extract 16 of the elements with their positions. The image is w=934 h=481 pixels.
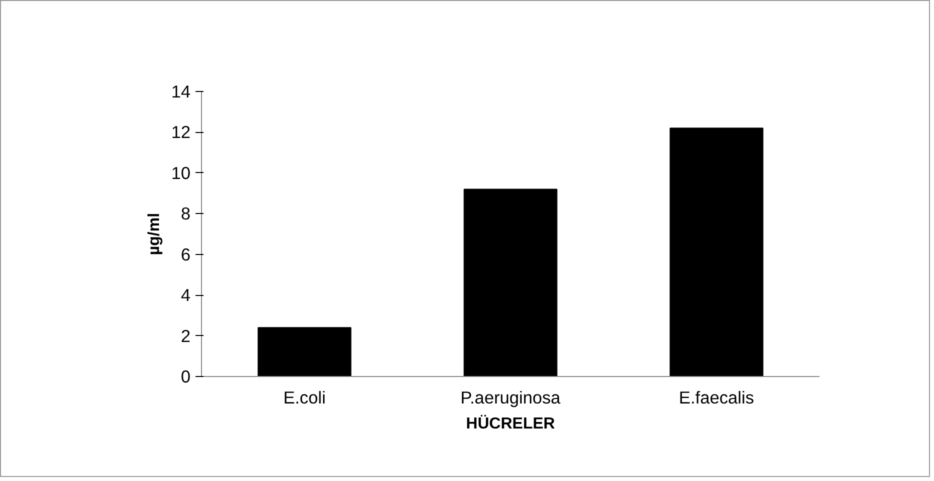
- x-tick-label: E.faecalis: [678, 388, 754, 408]
- y-tick-label: 0: [180, 366, 191, 386]
- y-tick-label: 8: [180, 204, 191, 224]
- bar: [258, 327, 352, 376]
- bar: [670, 128, 764, 376]
- y-tick-label: 10: [171, 162, 191, 183]
- x-tick-label: P.aeruginosa: [460, 388, 561, 408]
- bar: [464, 188, 558, 376]
- x-tick-label: E.coli: [283, 388, 326, 408]
- y-tick-label: 4: [180, 285, 191, 306]
- x-axis-title: HÜCRELER: [466, 414, 556, 432]
- y-tick-label: 12: [171, 122, 191, 142]
- y-tick-label: 2: [180, 326, 191, 346]
- y-axis-title: µg/ml: [146, 212, 164, 256]
- y-tick-label: 6: [180, 244, 191, 264]
- y-tick-label: 14: [171, 82, 191, 102]
